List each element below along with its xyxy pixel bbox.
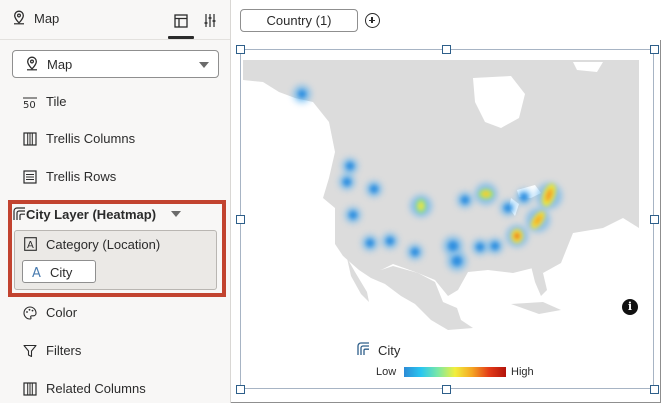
- trellis-columns-label: Trellis Columns: [46, 131, 136, 146]
- resize-handle-top-center[interactable]: [442, 45, 451, 54]
- svg-text:A: A: [27, 240, 34, 251]
- layout-tab-icon[interactable]: [174, 14, 188, 28]
- tile-number-icon: 50: [23, 97, 37, 110]
- rows-icon: [23, 170, 37, 184]
- map-pin-icon: [14, 10, 24, 25]
- add-filter-icon[interactable]: [365, 13, 380, 28]
- resize-handle-bottom-right[interactable]: [650, 385, 659, 394]
- columns-icon: [23, 382, 37, 396]
- country-filter-pill[interactable]: Country (1): [240, 9, 358, 32]
- tile-label: Tile: [46, 94, 67, 109]
- trellis-rows-drop-target[interactable]: Trellis Rows: [22, 167, 222, 187]
- related-columns-drop-target[interactable]: Related Columns: [22, 379, 222, 399]
- chevron-down-icon: [199, 62, 209, 68]
- text-attribute-icon: A: [32, 266, 41, 279]
- drop-zone-label: Category (Location): [46, 237, 161, 252]
- related-columns-label: Related Columns: [46, 381, 146, 396]
- resize-handle-bottom-left[interactable]: [236, 385, 245, 394]
- trellis-columns-drop-target[interactable]: Trellis Columns: [22, 129, 222, 149]
- filters-drop-target[interactable]: Filters: [22, 341, 222, 361]
- heatmap-legend-icon: [357, 342, 369, 355]
- resize-handle-top-right[interactable]: [650, 45, 659, 54]
- map-pin-icon: [27, 56, 37, 71]
- select-value: Map: [47, 57, 73, 72]
- svg-text:A: A: [32, 266, 41, 279]
- heatmap-layer-icon: [13, 207, 25, 220]
- heat-cores: [298, 90, 556, 266]
- legend-low-label: Low: [376, 366, 397, 378]
- color-drop-target[interactable]: Color: [22, 303, 222, 323]
- properties-panel-header: [0, 0, 230, 40]
- highlight-callout-box: [8, 200, 226, 297]
- trellis-rows-label: Trellis Rows: [46, 169, 117, 184]
- resize-handle-middle-right[interactable]: [650, 215, 659, 224]
- active-tab-indicator: [168, 36, 194, 39]
- resize-handle-bottom-center[interactable]: [442, 385, 451, 394]
- land-shapes: [243, 60, 639, 330]
- svg-text:50: 50: [23, 100, 36, 110]
- heatmap-map[interactable]: [243, 58, 653, 332]
- attribute-icon: A: [24, 237, 37, 251]
- city-column-pill[interactable]: A City: [22, 260, 96, 283]
- sliders-tab-icon[interactable]: [203, 13, 217, 28]
- legend-color-ramp: [404, 367, 506, 377]
- palette-icon: [23, 306, 37, 320]
- legend-title: City: [378, 343, 401, 358]
- filters-label: Filters: [46, 343, 82, 358]
- resize-handle-middle-left[interactable]: [236, 215, 245, 224]
- info-icon[interactable]: i: [622, 299, 638, 315]
- columns-icon: [23, 132, 37, 146]
- color-label: Color: [46, 305, 78, 320]
- pill-label: City: [50, 265, 73, 280]
- tile-drop-target[interactable]: 50 Tile: [22, 92, 222, 112]
- filter-icon: [23, 344, 37, 358]
- visualization-type-select[interactable]: Map: [12, 50, 219, 78]
- layer-title[interactable]: City Layer (Heatmap): [26, 207, 157, 222]
- panel-title: Map: [34, 11, 60, 26]
- resize-handle-top-left[interactable]: [236, 45, 245, 54]
- legend-high-label: High: [511, 366, 534, 378]
- chevron-down-icon[interactable]: [171, 211, 181, 217]
